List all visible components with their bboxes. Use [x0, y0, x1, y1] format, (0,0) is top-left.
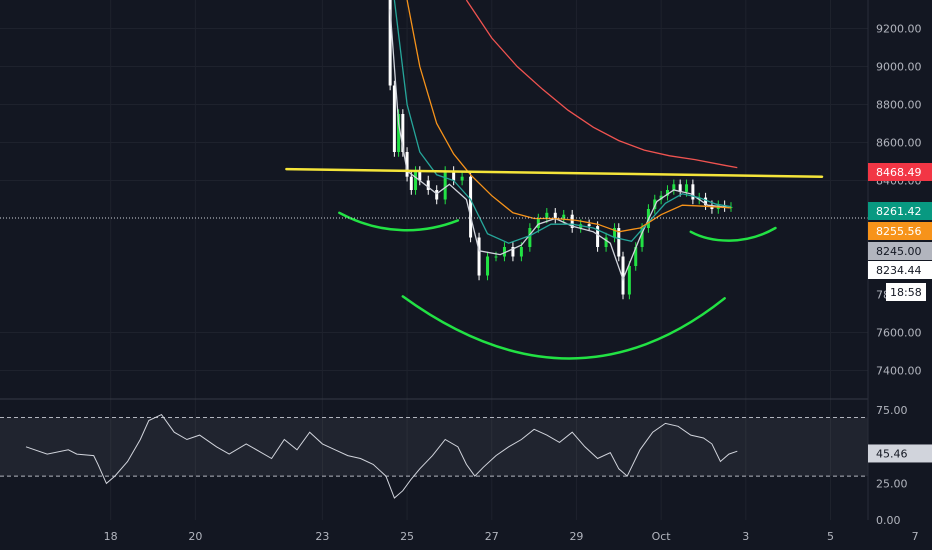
time-tick-label: 20: [188, 530, 202, 543]
candle: [562, 209, 566, 224]
price-tick-label: 9000.00: [876, 61, 922, 74]
candle: [691, 179, 695, 205]
candle: [553, 208, 557, 224]
candle: [528, 223, 532, 252]
rsi-line: [25, 413, 738, 499]
candle: [426, 175, 430, 195]
price-label-text: 8234.44: [876, 264, 922, 277]
candle: [621, 251, 625, 300]
candle: [460, 171, 464, 186]
candle: [613, 223, 617, 243]
candle: [678, 179, 682, 197]
ma_20-line: [393, 0, 732, 244]
price-tick-label: 8600.00: [876, 137, 922, 150]
price-label-box: [868, 202, 932, 220]
pattern-drawings: [285, 167, 824, 360]
rsi-guides: [0, 417, 868, 477]
candle: [659, 190, 663, 205]
rsi-value-label: 45.46: [876, 447, 908, 460]
candle: [405, 147, 409, 182]
time-axis[interactable]: [0, 520, 868, 550]
price-tick-label: 8800.00: [876, 99, 922, 112]
ma_fast-line: [389, 9, 729, 282]
time-tick-label: 23: [315, 530, 329, 543]
candle: [672, 179, 676, 195]
head-drawing[interactable]: [401, 295, 726, 360]
neckline-drawing[interactable]: [285, 167, 824, 178]
candle: [604, 232, 608, 252]
candle: [697, 192, 701, 205]
candle: [511, 242, 515, 262]
price-label-box: [868, 261, 932, 279]
ma_200-line: [465, 0, 738, 169]
time-tick-label: Oct: [652, 530, 672, 543]
left_shoulder-drawing[interactable]: [338, 211, 460, 232]
candle: [536, 213, 540, 233]
candle: [617, 223, 621, 262]
price-label-text: 8245.00: [876, 245, 922, 258]
right_shoulder-drawing[interactable]: [689, 226, 777, 242]
price-label-text: 8255.56: [876, 225, 922, 238]
candle: [469, 171, 473, 243]
time-tick-label: 7: [912, 530, 919, 543]
rsi-tick-label: 75.00: [876, 404, 908, 417]
price-label-text: 8468.49: [876, 166, 922, 179]
price-label-box: [868, 242, 932, 260]
candle: [587, 219, 591, 231]
price-labels: 8468.49 8261.42 8255.56 8245.00 8234.44 18:58: [868, 163, 932, 301]
price-candles: [388, 0, 733, 300]
candle: [477, 232, 481, 281]
rsi-value-box: [868, 444, 932, 463]
time-tick-label: 5: [827, 530, 834, 543]
candle: [418, 166, 422, 186]
price-tick-label: 9200.00: [876, 23, 922, 36]
price-label-box: [868, 222, 932, 240]
countdown-label: 18:58: [890, 286, 922, 299]
rsi-ticks: 75.00 25.00 0.00 45.46: [868, 404, 932, 527]
candle: [653, 194, 657, 214]
time-ticks: 18 20 23 25 27 29 Oct 3 5 7: [104, 530, 919, 543]
time-tick-label: 27: [485, 530, 499, 543]
candle: [392, 80, 396, 157]
price-label-text: 8261.42: [876, 205, 922, 218]
candle: [409, 171, 413, 195]
rsi-indicator: [25, 413, 738, 499]
time-tick-label: 3: [742, 530, 749, 543]
candle: [502, 242, 506, 262]
candle: [435, 185, 439, 205]
price-tick-label: 7400.00: [876, 365, 922, 378]
candle: [685, 179, 689, 197]
time-tick-label: 29: [569, 530, 583, 543]
countdown-box: [886, 283, 926, 301]
candle: [665, 185, 669, 201]
candle: [627, 261, 631, 300]
time-tick-label: 18: [104, 530, 118, 543]
candle: [570, 209, 574, 233]
rsi-tick-label: 0.00: [876, 514, 901, 527]
candle: [486, 251, 490, 281]
candle: [704, 192, 708, 210]
candle: [452, 166, 456, 186]
price-label-box: [868, 163, 932, 181]
price-tick-label: 7600.00: [876, 327, 922, 340]
rsi-tick-label: 25.00: [876, 477, 908, 490]
rsi-band: [0, 417, 868, 477]
time-tick-label: 25: [400, 530, 414, 543]
candle: [596, 221, 600, 252]
candle: [640, 223, 644, 252]
